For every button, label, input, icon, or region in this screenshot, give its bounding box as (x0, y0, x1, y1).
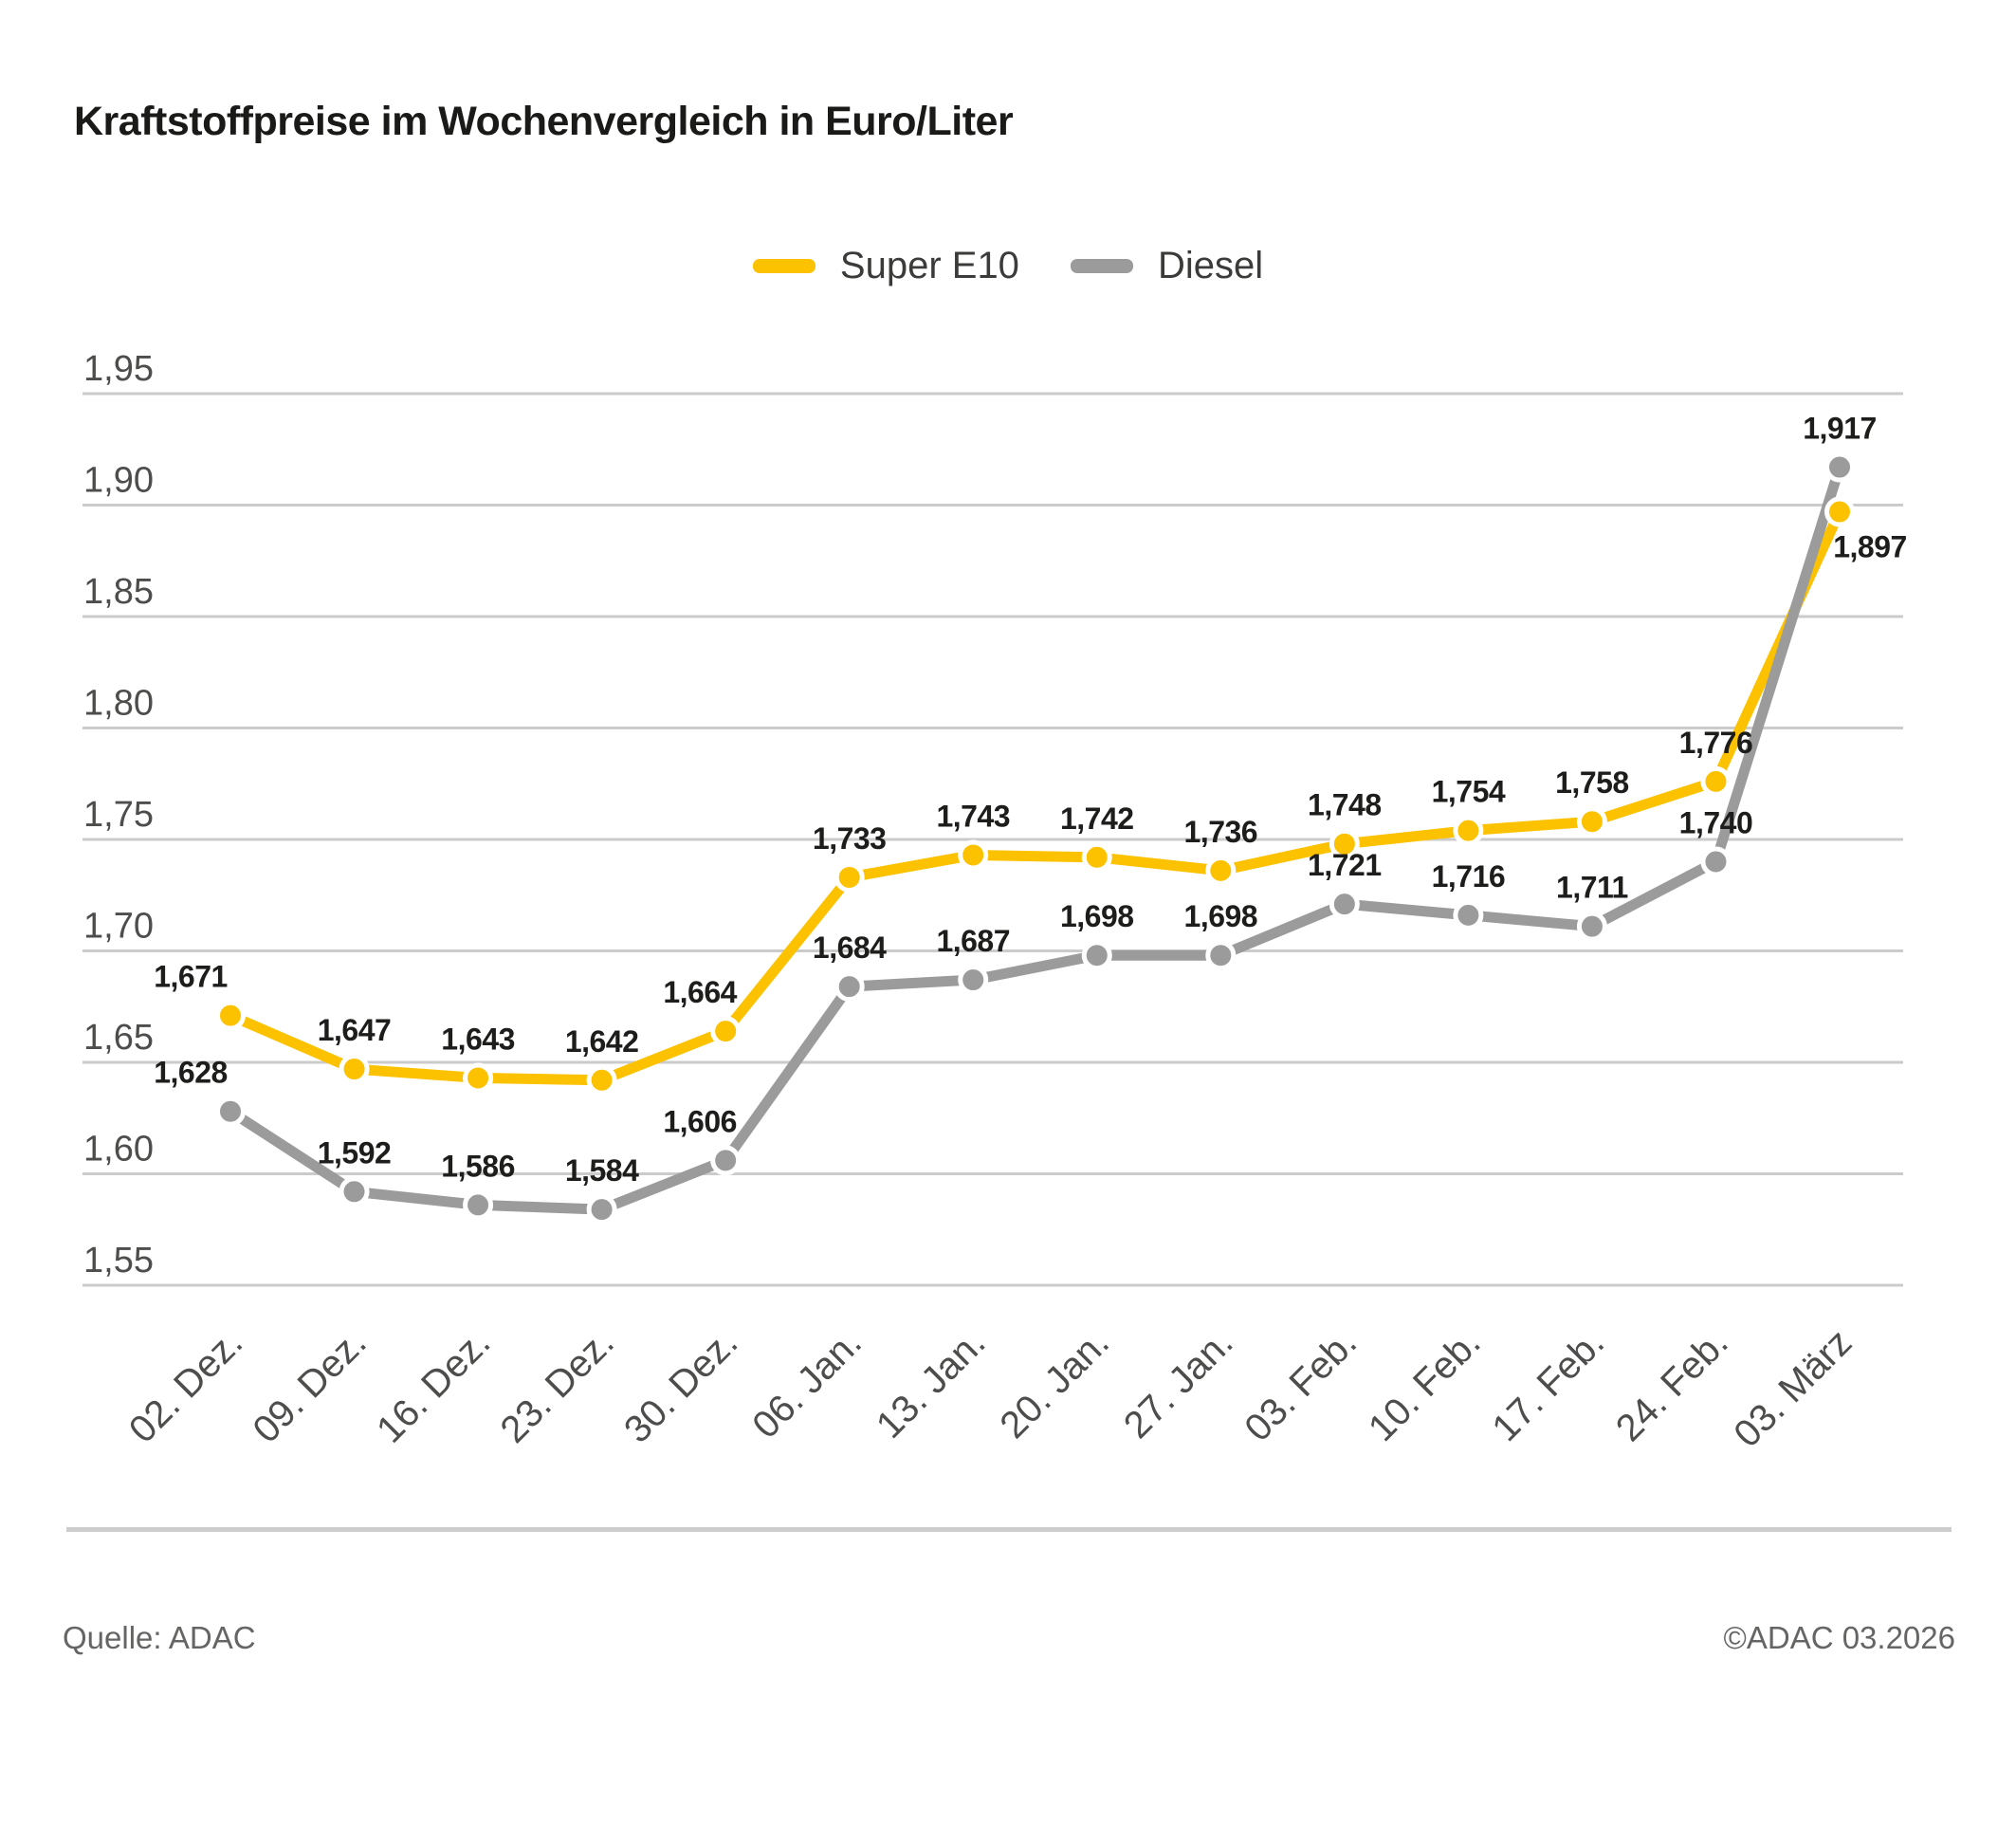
data-point-label: 1,711 (1556, 871, 1628, 905)
data-point-marker (710, 1016, 742, 1047)
data-point-label: 1,897 (1833, 530, 1907, 564)
data-point-label: 1,698 (1184, 899, 1258, 933)
y-tick-label: 1,70 (83, 907, 154, 947)
data-point-label: 1,742 (1060, 801, 1134, 836)
y-tick-label: 1,80 (83, 684, 154, 724)
y-tick-label: 1,60 (83, 1130, 154, 1170)
y-tick-label: 1,85 (83, 572, 154, 612)
data-point-marker (339, 1176, 370, 1207)
data-point-marker (834, 971, 865, 1003)
data-point-marker (1205, 940, 1237, 971)
data-point-marker (1329, 889, 1360, 920)
data-point-label: 1,642 (565, 1024, 639, 1059)
data-point-marker (1576, 806, 1607, 838)
data-point-label: 1,748 (1308, 788, 1382, 822)
x-tick-label: 13. Jan. (869, 1321, 994, 1446)
data-point-label: 1,684 (813, 930, 887, 965)
x-tick-label: 27. Jan. (1116, 1321, 1241, 1446)
y-tick-label: 1,75 (83, 795, 154, 835)
x-tick-label: 03. März (1726, 1321, 1860, 1455)
data-point-marker (834, 861, 865, 893)
data-point-label: 1,917 (1803, 412, 1877, 446)
data-point-marker (463, 1189, 494, 1221)
data-point-label: 1,687 (936, 924, 1010, 958)
page-title: Kraftstoffpreise im Wochenvergleich in E… (74, 99, 1014, 144)
data-point-marker (1824, 496, 1855, 527)
data-point-marker (1576, 911, 1607, 942)
data-point-label: 1,586 (441, 1149, 515, 1183)
x-tick-label: 02. Dez. (121, 1321, 250, 1450)
data-point-marker (586, 1194, 617, 1225)
legend-label-diesel: Diesel (1157, 245, 1264, 286)
x-tick-label: 03. Feb. (1237, 1321, 1365, 1449)
data-point-label: 1,698 (1060, 899, 1134, 933)
y-tick-label: 1,65 (83, 1018, 154, 1058)
data-point-label: 1,758 (1555, 765, 1629, 800)
data-point-label: 1,743 (936, 799, 1010, 833)
legend-label-super-e10: Super E10 (839, 245, 1019, 286)
x-tick-label: 06. Jan. (744, 1321, 870, 1446)
x-tick-label: 30. Dez. (616, 1321, 745, 1450)
footer-divider (66, 1527, 1952, 1532)
data-point-label: 1,671 (154, 960, 228, 994)
x-tick-label: 24. Feb. (1608, 1321, 1736, 1449)
x-tick-label: 10. Feb. (1361, 1321, 1489, 1449)
data-point-label: 1,664 (663, 975, 737, 1009)
data-point-label: 1,716 (1432, 859, 1506, 894)
x-tick-label: 20. Jan. (992, 1321, 1117, 1446)
data-point-marker (710, 1145, 742, 1176)
data-point-label: 1,584 (565, 1153, 639, 1188)
data-point-label: 1,606 (663, 1104, 737, 1138)
data-point-marker (1081, 841, 1112, 873)
legend: Super E10 Diesel (0, 245, 2016, 287)
y-tick-label: 1,95 (83, 349, 154, 389)
data-point-label: 1,733 (813, 821, 887, 856)
legend-item-diesel: Diesel (1070, 245, 1264, 287)
data-point-marker (215, 1096, 246, 1127)
series-line-super-e10 (225, 507, 1845, 1086)
data-point-label: 1,754 (1432, 775, 1506, 809)
x-tick-label: 23. Dez. (493, 1321, 622, 1450)
footer: Quelle: ADAC ©ADAC 03.2026 (63, 1620, 1955, 1656)
copyright-note: ©ADAC 03.2026 (1723, 1620, 1955, 1655)
x-tick-label: 17. Feb. (1484, 1321, 1612, 1449)
series-line-diesel (225, 462, 1845, 1215)
data-point-label: 1,628 (154, 1056, 228, 1090)
x-tick-label: 09. Dez. (245, 1321, 374, 1450)
data-point-marker (215, 1000, 246, 1031)
data-point-marker (958, 839, 989, 871)
source-note: Quelle: ADAC (63, 1620, 256, 1655)
data-point-marker (1329, 828, 1360, 859)
data-point-marker (463, 1062, 494, 1094)
data-point-marker (1700, 765, 1732, 797)
diesel-swatch-icon (1070, 259, 1133, 273)
data-point-marker (1453, 815, 1484, 846)
x-tick-label: 16. Dez. (369, 1321, 498, 1450)
data-point-label: 1,721 (1308, 848, 1382, 882)
data-point-marker (586, 1064, 617, 1096)
data-point-marker (1700, 846, 1732, 877)
data-point-label: 1,776 (1679, 726, 1753, 760)
super-e10-swatch-icon (752, 259, 816, 273)
data-point-label: 1,736 (1184, 815, 1258, 849)
data-point-marker (1081, 940, 1112, 971)
data-point-marker (1205, 855, 1237, 886)
data-point-label: 1,740 (1679, 806, 1753, 840)
data-point-label: 1,592 (318, 1135, 392, 1170)
y-tick-label: 1,90 (83, 461, 154, 501)
data-point-label: 1,643 (441, 1022, 515, 1056)
legend-item-super-e10: Super E10 (752, 245, 1019, 287)
data-point-marker (958, 965, 989, 996)
data-point-marker (1824, 451, 1855, 483)
data-point-label: 1,647 (318, 1013, 392, 1047)
data-point-marker (339, 1054, 370, 1085)
y-tick-label: 1,55 (83, 1241, 154, 1280)
data-point-marker (1453, 899, 1484, 930)
